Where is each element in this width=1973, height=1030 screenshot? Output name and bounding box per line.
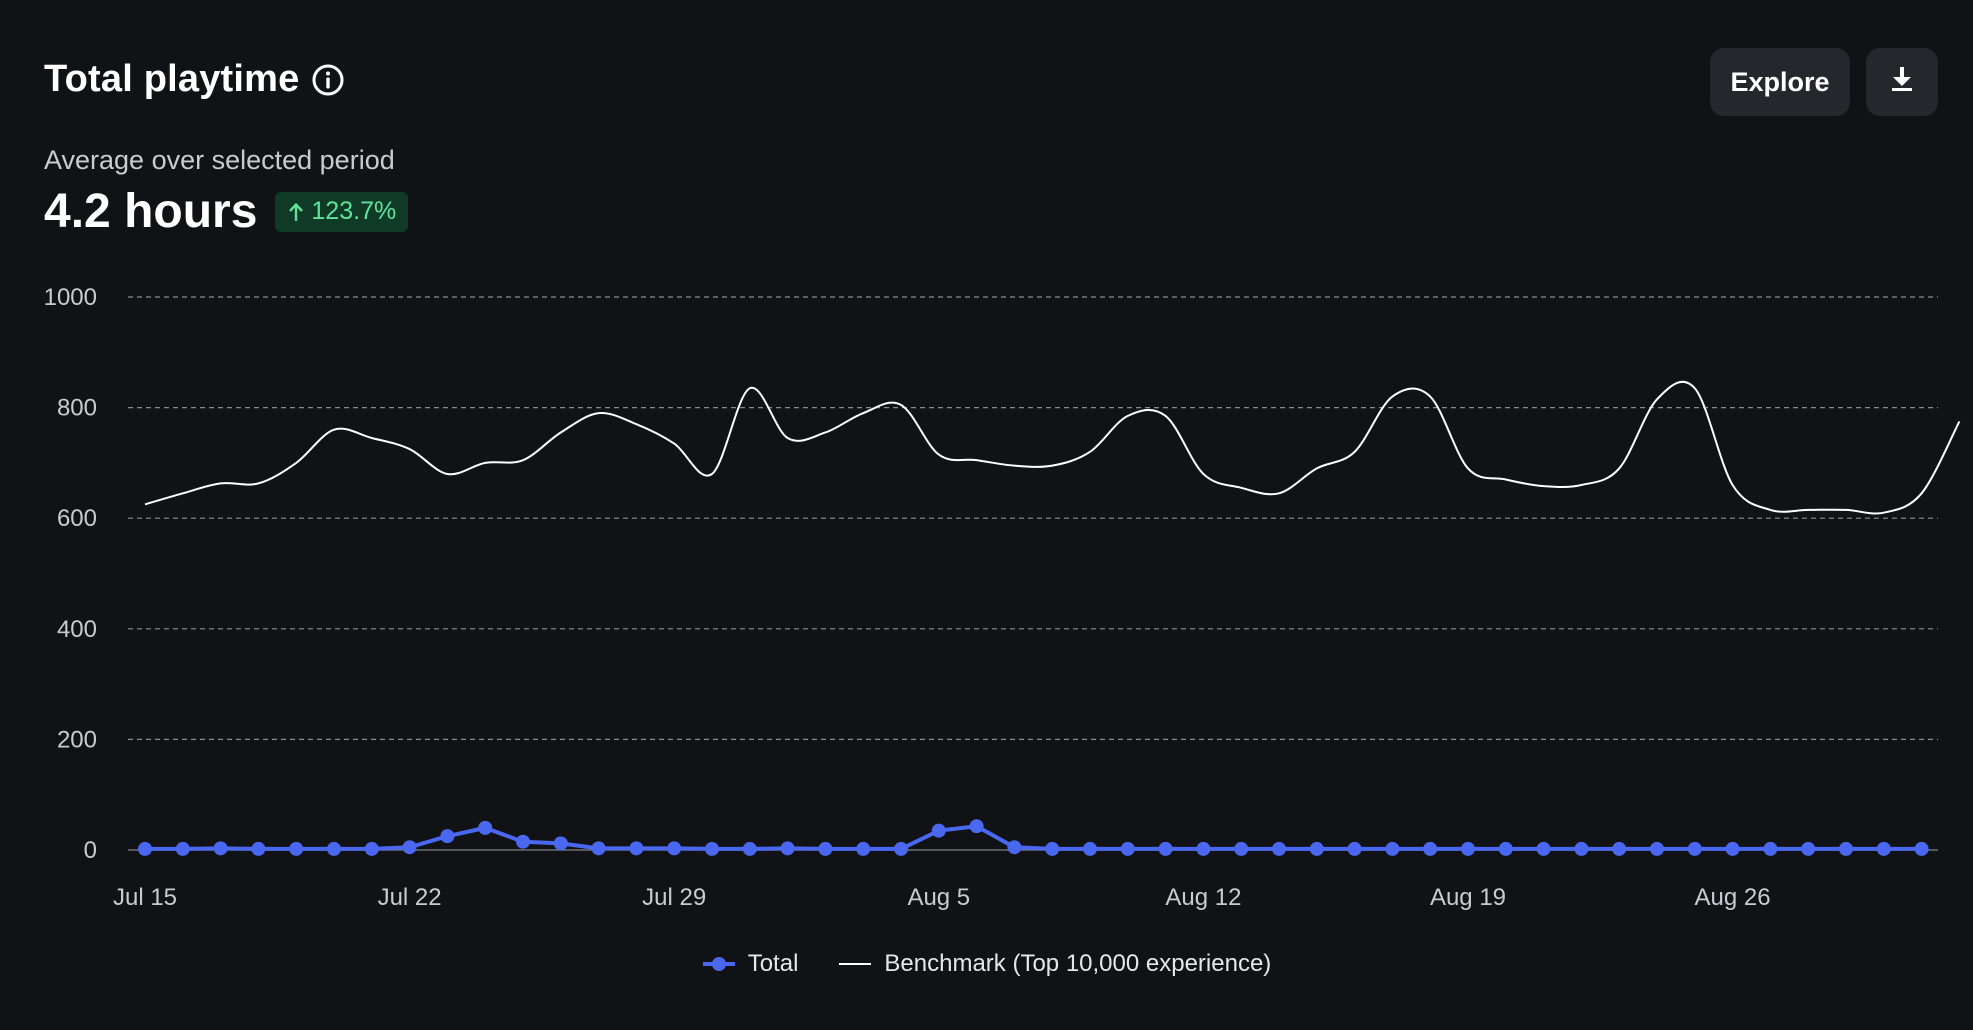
total-point[interactable] [175,841,190,856]
total-point[interactable] [1498,841,1513,856]
explore-button[interactable]: Explore [1710,48,1850,116]
x-tick-label: Aug 19 [1430,884,1506,911]
chart-legend: Total Benchmark (Top 10,000 experience) [0,950,1973,978]
y-tick-label: 600 [57,505,97,532]
y-tick-label: 1000 [44,284,97,311]
card-title: Total playtime [44,58,300,100]
total-point[interactable] [1158,841,1173,856]
total-point[interactable] [1385,841,1400,856]
x-tick-label: Aug 5 [907,884,970,911]
total-point[interactable] [440,829,455,844]
x-tick-label: Jul 22 [378,884,442,911]
x-axis-ticks: Jul 15 Jul 22 Jul 29 Aug 5 Aug 12 Aug 19 Aug 2… [113,884,1771,911]
y-tick-label: 400 [57,616,97,643]
metric-subtitle: Average over selected period [44,145,395,175]
total-point[interactable] [1650,841,1664,856]
total-point[interactable] [931,823,946,838]
total-point[interactable] [629,841,644,856]
total-point[interactable] [780,841,795,856]
legend-item-total[interactable]: Total [702,950,799,978]
total-point[interactable] [1234,841,1249,856]
total-point[interactable] [251,841,266,856]
y-tick-label: 0 [84,837,97,864]
total-point[interactable] [1612,841,1627,856]
total-point[interactable] [1007,840,1022,855]
total-point[interactable] [1839,841,1853,856]
legend-benchmark-swatch [839,963,872,965]
metric-row: 4.2 hours 123.7% [44,184,409,239]
total-point[interactable] [516,834,530,849]
total-point[interactable] [138,841,152,856]
total-point[interactable] [894,841,908,856]
x-tick-label: Aug 12 [1165,884,1241,911]
total-point[interactable] [364,841,379,856]
benchmark-series [144,380,1961,515]
legend-total-swatch [702,957,735,971]
x-tick-label: Aug 26 [1695,884,1771,911]
total-point[interactable] [1876,841,1891,856]
legend-item-benchmark[interactable]: Benchmark (Top 10,000 experience) [838,950,1271,978]
total-point[interactable] [1045,841,1060,856]
total-point[interactable] [1196,841,1211,856]
y-tick-label: 800 [57,395,97,422]
total-point[interactable] [705,841,719,856]
total-point[interactable] [213,841,228,856]
total-point[interactable] [1272,841,1286,856]
total-point[interactable] [742,841,757,856]
benchmark-line [144,380,1961,515]
arrow-up-icon [287,201,305,223]
total-point[interactable] [1083,841,1097,856]
total-point[interactable] [402,840,417,855]
total-point[interactable] [818,841,833,856]
legend-total-label: Total [747,950,799,977]
x-tick-label: Jul 15 [113,884,177,911]
total-point[interactable] [1725,841,1740,856]
x-tick-label: Jul 29 [642,884,706,911]
download-icon [1889,65,1915,100]
legend-benchmark-label: Benchmark (Top 10,000 experience) [884,950,1272,977]
total-point[interactable] [856,841,871,856]
total-point[interactable] [667,841,682,856]
download-button[interactable] [1866,48,1938,116]
total-point[interactable] [1687,841,1702,856]
total-point[interactable] [1763,841,1778,856]
total-point[interactable] [1347,841,1362,856]
playtime-chart: 0 200 400 600 800 1000 Jul 15 Jul 22 Jul 29 Aug … [44,284,1961,911]
metric-value: 4.2 hours [44,185,258,238]
total-point[interactable] [1461,841,1475,856]
total-point[interactable] [1574,841,1589,856]
y-tick-label: 200 [57,726,97,753]
total-point[interactable] [1914,841,1929,856]
card-title-row: Total playtime [44,58,345,101]
total-point[interactable] [1423,841,1438,856]
total-point[interactable] [1801,841,1816,856]
total-point[interactable] [289,841,304,856]
total-point[interactable] [969,819,984,834]
change-badge: 123.7% [275,191,409,232]
change-badge-value: 123.7% [311,197,397,225]
total-point[interactable] [591,841,606,856]
y-axis-ticks: 0 200 400 600 800 1000 [44,284,97,864]
total-point[interactable] [1536,841,1551,856]
total-series [138,819,1929,856]
total-point[interactable] [1120,841,1135,856]
total-point[interactable] [553,836,568,851]
total-point[interactable] [478,820,493,835]
total-point[interactable] [1309,841,1324,856]
total-point[interactable] [327,841,341,856]
info-icon[interactable] [311,63,345,97]
gridlines [128,296,1938,851]
